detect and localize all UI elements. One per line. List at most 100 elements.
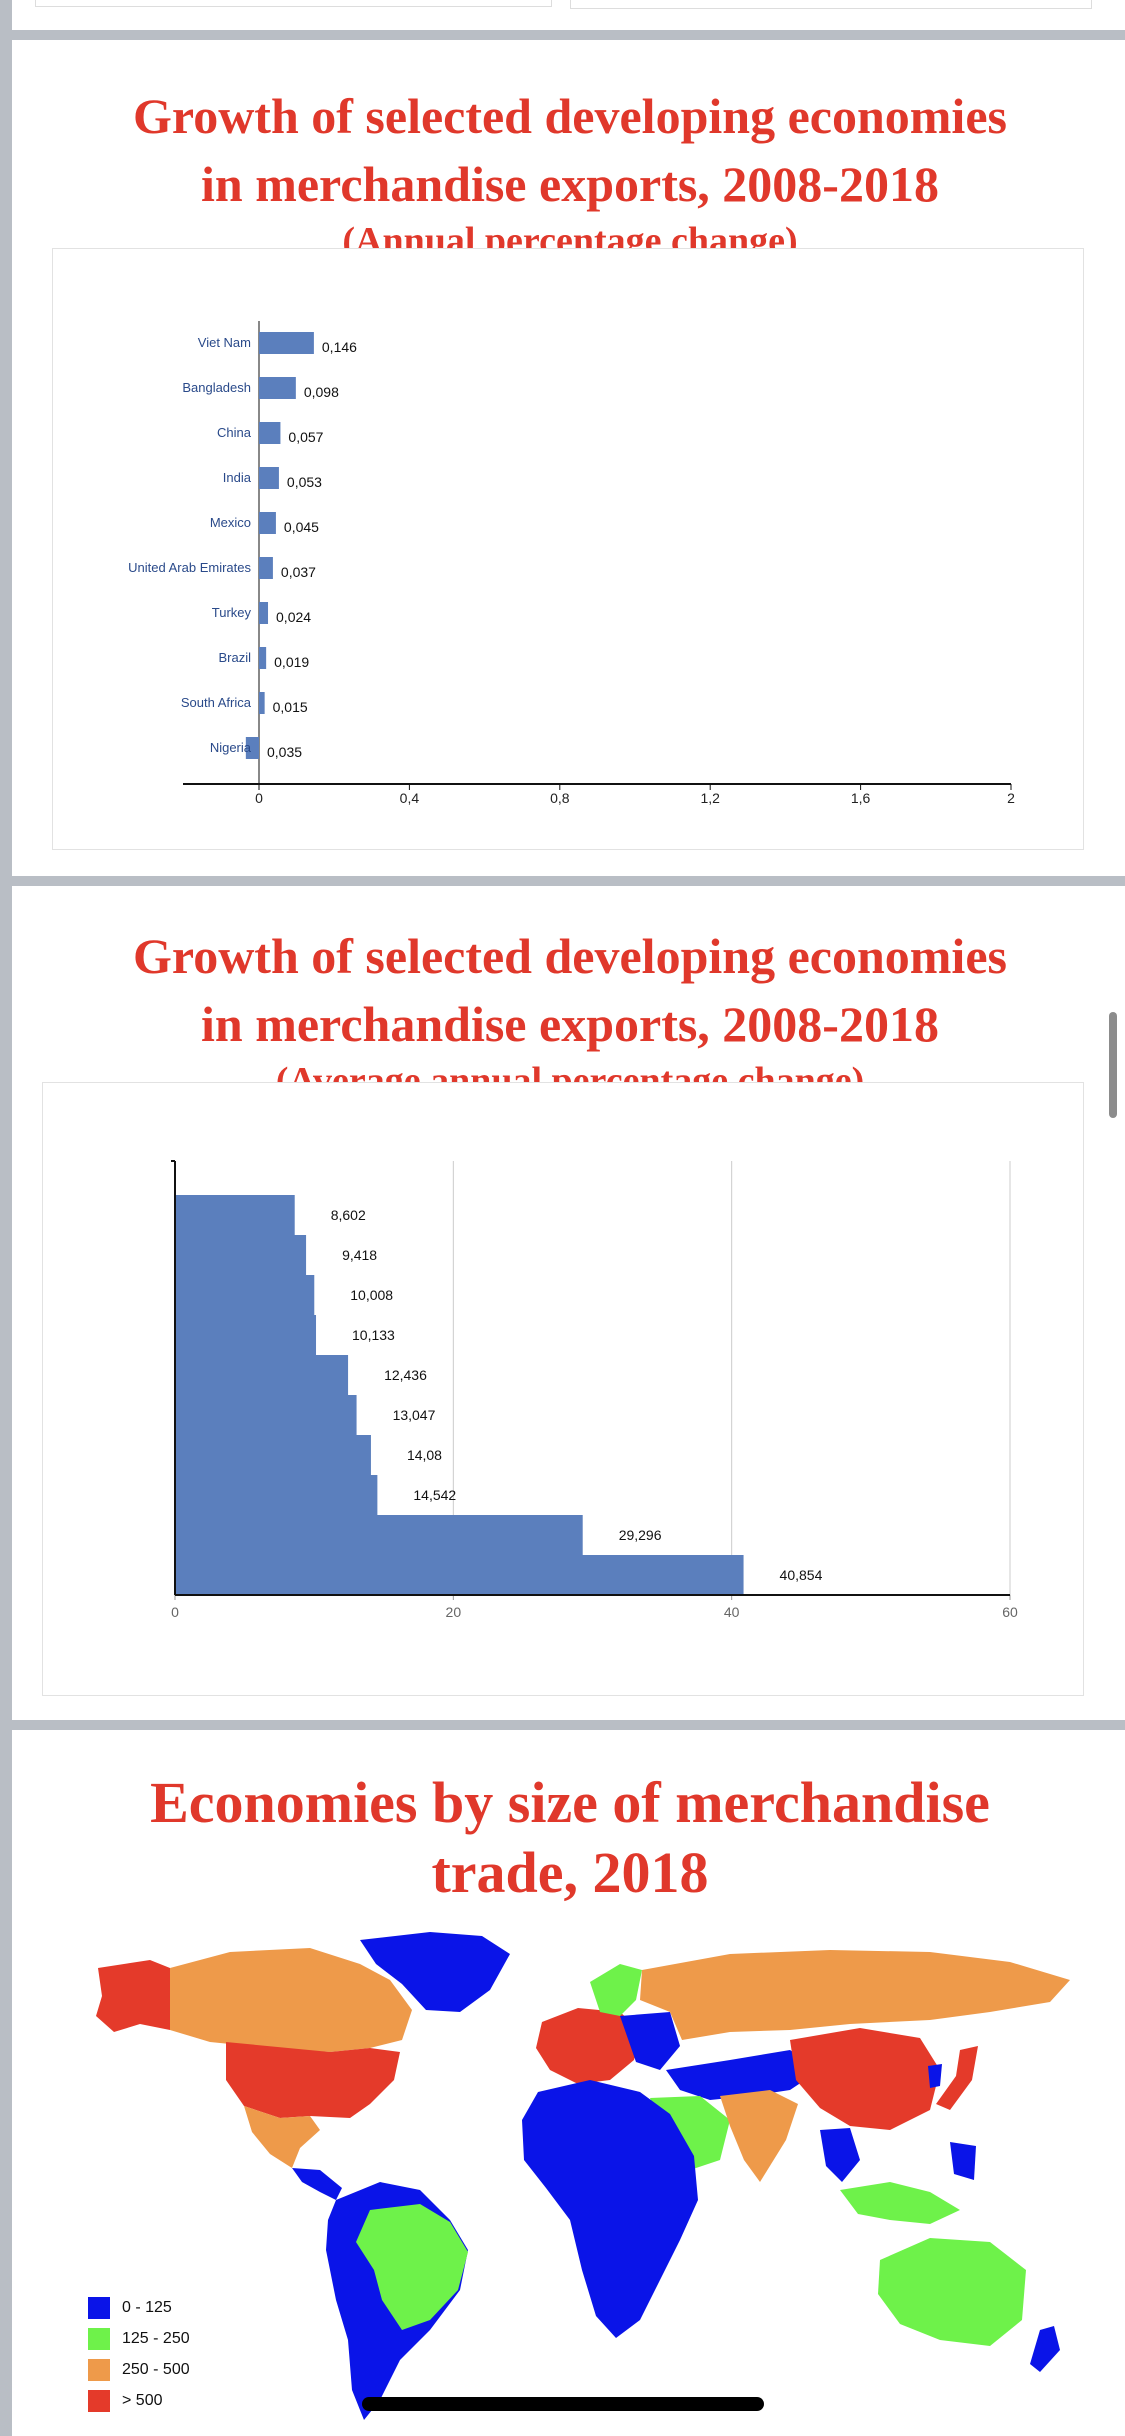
chart2-x-tick-label: 60 xyxy=(1002,1604,1018,1620)
map-region-philippines xyxy=(950,2142,976,2180)
chart1-category-label: Mexico xyxy=(210,515,251,530)
map-region-mexico xyxy=(244,2106,320,2168)
chart1-x-tick-label: 0,4 xyxy=(400,790,420,806)
map-region-africa xyxy=(522,2080,698,2338)
map-region-new-zealand xyxy=(1030,2326,1060,2372)
legend-label: 0 - 125 xyxy=(122,2298,172,2316)
chart2-value-label: 13,047 xyxy=(393,1407,436,1423)
map-region-brazil xyxy=(356,2204,468,2330)
legend-swatch xyxy=(88,2296,110,2319)
chart2-value-label: 9,418 xyxy=(342,1247,377,1263)
map-region-australia xyxy=(878,2238,1026,2346)
legend-label: 125 - 250 xyxy=(122,2329,190,2347)
panel-separator xyxy=(0,876,1125,886)
chart2-bar xyxy=(175,1555,744,1595)
chart1-category-label: South Africa xyxy=(181,695,252,710)
legend-item: 250 - 500 xyxy=(88,2354,190,2385)
chart1-value-label: 0,015 xyxy=(273,699,308,715)
chart1-x-tick-label: 1,6 xyxy=(851,790,871,806)
chart1-bar xyxy=(259,557,273,579)
world-map xyxy=(96,1932,1070,2420)
map-region-china xyxy=(790,2028,940,2130)
chart1-bar xyxy=(259,692,265,714)
previous-legend-edge xyxy=(570,0,1092,9)
chart1-value-label: 0,053 xyxy=(287,474,322,490)
chart1-title-line1: Growth of selected developing economies xyxy=(133,88,1007,144)
legend-item: 125 - 250 xyxy=(88,2323,190,2354)
chart1-value-label: 0,098 xyxy=(304,384,339,400)
chart2-value-label: 14,08 xyxy=(407,1447,442,1463)
chart1-value-label: 0,037 xyxy=(281,564,316,580)
chart2-bar xyxy=(175,1515,583,1555)
chart2-subtitle: (Average annual percentage change) xyxy=(275,1060,865,1082)
chart2-bar xyxy=(175,1275,315,1315)
legend-swatch xyxy=(88,2389,110,2412)
chart2-frame: 0 20 40 60 8,602 9,418 10,008 10,133 12,436 13,04… xyxy=(42,1082,1084,1696)
map-region-canada xyxy=(170,1948,412,2052)
chart1-bar xyxy=(259,332,314,354)
previous-chart-edge xyxy=(35,0,552,7)
chart1-category-label: Turkey xyxy=(212,605,252,620)
chart2-value-label: 8,602 xyxy=(331,1207,366,1223)
map-title-line2: trade, 2018 xyxy=(431,1840,709,1905)
chart1-bar xyxy=(259,467,279,489)
chart2-value-label: 10,008 xyxy=(350,1287,393,1303)
chart2-plot: 0 20 40 60 8,602 9,418 10,008 10,133 12,436 13,04… xyxy=(171,1160,1018,1620)
map-region-russia xyxy=(640,1950,1070,2040)
chart1-category-label: United Arab Emirates xyxy=(128,560,251,575)
chart2-value-label: 29,296 xyxy=(619,1527,662,1543)
map-region-central-america xyxy=(292,2168,342,2200)
chart1-bar xyxy=(259,602,269,624)
chart2-title: Growth of selected developing economies … xyxy=(30,922,1110,1082)
map-region-mainland-sea xyxy=(820,2128,860,2182)
chart1-bar xyxy=(259,422,281,444)
chart1-value-label: 0,024 xyxy=(276,609,311,625)
chart1-value-label: 0,057 xyxy=(288,429,323,445)
map-region-europe-west xyxy=(536,2008,640,2084)
home-indicator[interactable] xyxy=(362,2397,764,2411)
map-region-japan xyxy=(936,2046,978,2110)
chart1-x-tick-label: 0 xyxy=(255,790,263,806)
map-region-alaska xyxy=(96,1960,170,2032)
chart2-x-tick-label: 40 xyxy=(724,1604,740,1620)
chart1-frame: Viet Nam 0,146 Bangladesh 0,098 China 0,057 In… xyxy=(52,248,1084,850)
chart2-bar xyxy=(175,1355,349,1395)
chart1-category-label: India xyxy=(223,470,252,485)
chart1-bar xyxy=(259,647,267,669)
map-region-india xyxy=(720,2090,798,2182)
chart1-bar xyxy=(245,737,259,759)
chart1-category-label: China xyxy=(217,425,252,440)
chart2-bar xyxy=(175,1475,378,1515)
scrollbar-thumb[interactable] xyxy=(1109,1012,1117,1118)
chart2-value-label: 10,133 xyxy=(352,1327,395,1343)
chart1-title: Growth of selected developing economies … xyxy=(30,82,1110,252)
map-region-indonesia xyxy=(840,2182,960,2224)
chart1-value-label: 0,035 xyxy=(267,744,302,760)
map-region-korea xyxy=(928,2064,942,2088)
chart2-x-tick-label: 0 xyxy=(171,1604,179,1620)
panel-separator xyxy=(0,30,1125,40)
chart2-bar xyxy=(175,1395,357,1435)
chart1-bar xyxy=(259,512,276,534)
chart2-bar xyxy=(175,1235,307,1275)
chart2-bar xyxy=(175,1435,371,1475)
chart1-plot: Viet Nam 0,146 Bangladesh 0,098 China 0,057 In… xyxy=(128,321,1015,806)
chart1-x-tick-label: 1,2 xyxy=(700,790,720,806)
chart1-category-label: Bangladesh xyxy=(182,380,251,395)
panel-separator xyxy=(0,1720,1125,1730)
chart2-value-label: 14,542 xyxy=(413,1487,456,1503)
chart1-value-label: 0,146 xyxy=(322,339,357,355)
chart2-title-line1: Growth of selected developing economies xyxy=(133,928,1007,984)
chart2-value-label: 40,854 xyxy=(780,1567,823,1583)
map-region-usa xyxy=(226,2042,400,2118)
chart1-value-label: 0,019 xyxy=(274,654,309,670)
left-gutter xyxy=(0,0,12,2436)
legend-swatch xyxy=(88,2358,110,2381)
chart1-category-label: Nigeria xyxy=(210,740,252,755)
legend-label: 250 - 500 xyxy=(122,2360,190,2378)
chart1-x-tick-label: 2 xyxy=(1007,790,1015,806)
map-title-line1: Economies by size of merchandise xyxy=(150,1770,990,1835)
map-region-europe-east xyxy=(620,2012,680,2070)
chart2-bar xyxy=(175,1195,295,1235)
map-region-scandinavia xyxy=(590,1964,642,2016)
